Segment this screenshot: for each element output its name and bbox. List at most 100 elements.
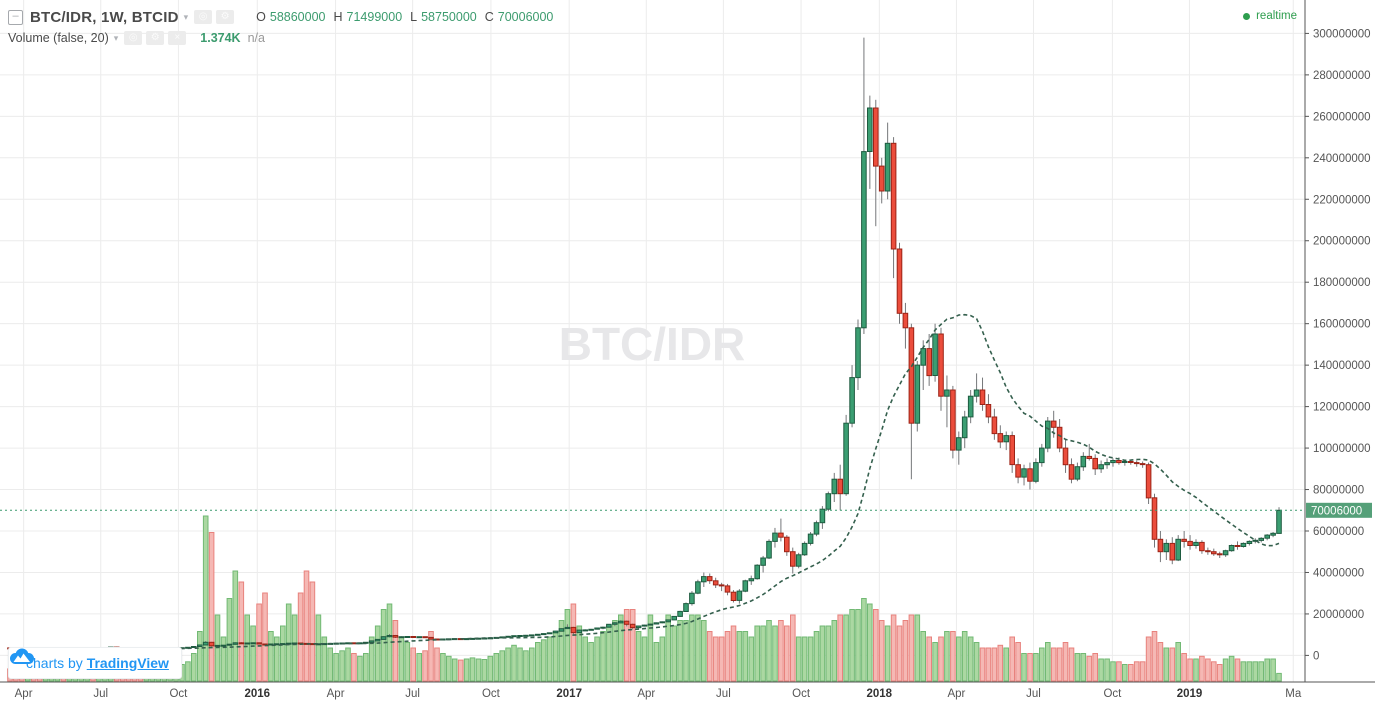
- candle: [1056, 426, 1063, 449]
- volume-bar: [588, 642, 594, 682]
- volume-bar: [540, 639, 547, 682]
- volume-bar: [493, 653, 500, 682]
- candle: [1222, 550, 1229, 556]
- collapse-pane-icon[interactable]: –: [8, 9, 23, 25]
- volume-bar: [718, 636, 725, 682]
- volume-bar: [1240, 661, 1247, 682]
- volume-bar: [410, 647, 416, 682]
- volume-bar: [1039, 647, 1045, 682]
- ohlc-key: O: [256, 10, 266, 24]
- candle: [695, 581, 701, 594]
- candle: [197, 644, 203, 647]
- volume-bar: [1122, 664, 1128, 682]
- volume-bar: [647, 614, 654, 682]
- candle: [629, 623, 636, 629]
- volume-bar: [582, 636, 589, 682]
- symbol-title[interactable]: BTC/IDR, 1W, BTCID: [30, 8, 179, 26]
- volume-bar: [1009, 636, 1016, 682]
- volume-bar: [481, 659, 488, 682]
- volume-bar: [422, 650, 428, 682]
- price-tick-label: 60000000: [1313, 526, 1364, 538]
- volume-bar: [1003, 647, 1010, 682]
- volume-bar: [1169, 647, 1176, 682]
- volume-bar: [226, 598, 233, 682]
- realtime-dot-icon: [1243, 12, 1251, 20]
- time-axis-month-label: Ma: [1285, 688, 1302, 700]
- volume-bar: [1211, 661, 1217, 682]
- volume-bar: [1092, 653, 1099, 682]
- candle: [967, 395, 974, 418]
- volume-bar: [315, 614, 322, 682]
- candle: [1086, 455, 1093, 459]
- candle: [1045, 420, 1051, 449]
- volume-indicator-label[interactable]: Volume (false, 20): [8, 31, 109, 45]
- volume-bar: [416, 653, 422, 682]
- ohlc-value: 71499000: [346, 10, 403, 24]
- candle: [1021, 468, 1027, 478]
- volume-bar: [1199, 655, 1205, 682]
- remove-indicator-icon[interactable]: ×: [168, 31, 187, 45]
- volume-bar: [238, 581, 245, 682]
- indicator-settings-gear-icon[interactable]: ⚙: [146, 31, 165, 45]
- tradingview-attribution[interactable]: charts by TradingView: [8, 647, 182, 679]
- candle: [1104, 462, 1110, 466]
- candle: [902, 312, 909, 329]
- volume-bar: [499, 650, 505, 682]
- volume-bar: [861, 598, 867, 682]
- candle: [873, 107, 879, 167]
- volume-bar: [991, 647, 998, 682]
- volume-bar: [546, 636, 553, 682]
- toggle-visibility-icon[interactable]: ◎: [194, 10, 213, 24]
- volume-bar: [677, 620, 683, 682]
- volume-bar: [487, 655, 494, 682]
- volume-bar: [1133, 661, 1140, 682]
- candle: [1009, 435, 1016, 466]
- volume-bar: [1128, 664, 1134, 682]
- volume-bar: [1175, 642, 1182, 682]
- candle: [1039, 447, 1045, 464]
- volume-bar: [973, 642, 980, 682]
- candle: [837, 478, 844, 495]
- candle: [380, 636, 387, 640]
- chevron-down-icon[interactable]: ▾: [113, 32, 119, 43]
- volume-bar: [867, 603, 873, 682]
- price-tick-label: 100000000: [1313, 443, 1371, 455]
- symbol-watermark: BTC/IDR: [559, 318, 746, 370]
- candle: [1205, 550, 1211, 553]
- candle: [1050, 420, 1057, 428]
- time-axis-month-label: Jul: [716, 688, 731, 700]
- last-price-badge-label: 70006000: [1311, 505, 1362, 517]
- volume-bar: [772, 625, 778, 682]
- candle: [795, 554, 802, 567]
- price-tick-label: 200000000: [1313, 236, 1371, 248]
- candle: [1234, 545, 1241, 547]
- realtime-label: realtime: [1256, 10, 1297, 22]
- time-axis-year-label: 2017: [556, 688, 582, 700]
- volume-bar: [730, 625, 737, 682]
- volume-bar: [1027, 653, 1033, 682]
- candle: [1240, 542, 1247, 548]
- candle: [374, 638, 381, 642]
- candle: [612, 622, 618, 625]
- candle: [950, 389, 956, 451]
- candle: [944, 389, 950, 397]
- volume-bar: [280, 625, 286, 682]
- candle: [706, 576, 713, 582]
- series-settings-gear-icon[interactable]: ⚙: [216, 10, 235, 24]
- candle: [985, 404, 992, 418]
- price-axis[interactable]: 0 20000000 40000000 60000000 80000000 1000000…: [1305, 28, 1371, 662]
- volume-bar: [914, 614, 921, 682]
- candle: [1270, 532, 1276, 536]
- candle: [535, 633, 541, 636]
- toggle-visibility-icon[interactable]: ◎: [124, 31, 143, 45]
- volume-bar: [1021, 653, 1027, 682]
- volume-bar: [268, 631, 274, 682]
- candle: [754, 564, 761, 580]
- volume-bar: [706, 631, 713, 682]
- chevron-down-icon[interactable]: ▾: [183, 11, 189, 22]
- volume-bars: [7, 515, 1282, 682]
- time-axis[interactable]: Apr Jul Oct 2016 Apr Jul Oct 2017 Apr Jul Oct 2018 A…: [15, 688, 1302, 700]
- tradingview-link[interactable]: TradingView: [86, 655, 169, 671]
- candle: [1015, 464, 1021, 478]
